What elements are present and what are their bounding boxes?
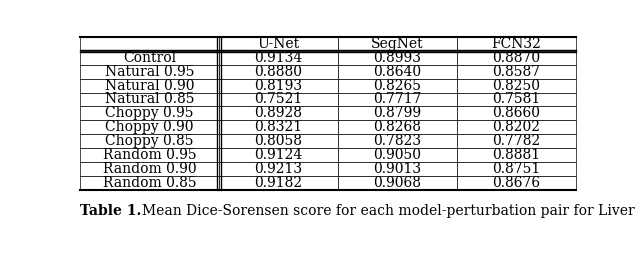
Text: Mean Dice-Sorensen score for each model-perturbation pair for Liver Seg-: Mean Dice-Sorensen score for each model-… (142, 204, 640, 218)
Text: Table 1.: Table 1. (80, 204, 141, 218)
